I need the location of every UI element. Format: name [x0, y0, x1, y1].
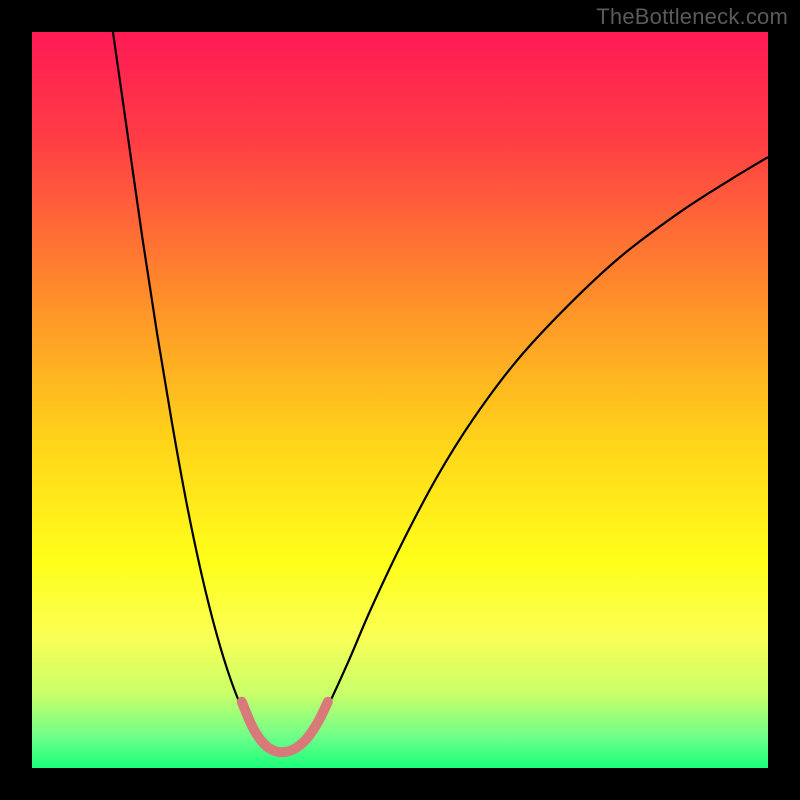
plot-area	[32, 32, 768, 768]
watermark-text: TheBottleneck.com	[596, 4, 788, 30]
figure-canvas: TheBottleneck.com	[0, 0, 800, 800]
minimum-marker	[32, 32, 768, 768]
